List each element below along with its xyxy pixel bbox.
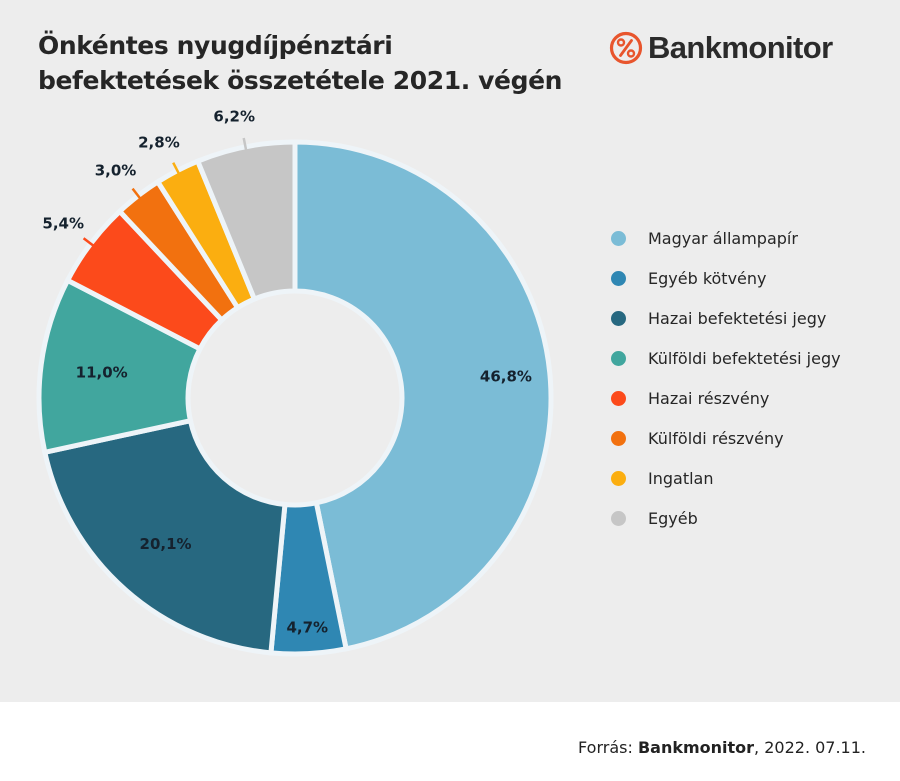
slice-label-egyeb: 6,2% bbox=[213, 107, 255, 125]
chart-panel: Önkéntes nyugdíjpénztári befektetések ös… bbox=[0, 0, 900, 702]
source-date: , 2022. 07.11. bbox=[754, 738, 866, 757]
slice-label-magyar-allampapir: 46,8% bbox=[480, 368, 532, 386]
slice-egyeb bbox=[194, 139, 298, 303]
legend-label: Egyéb kötvény bbox=[648, 268, 767, 288]
legend-label: Külföldi részvény bbox=[648, 428, 784, 448]
legend-item-kulfoldi-befektetesi-jegy: Külföldi befektetési jegy bbox=[611, 338, 841, 378]
slice-hazai-befektetesi-jegy bbox=[41, 417, 288, 656]
legend-item-kulfoldi-reszveny: Külföldi részvény bbox=[611, 418, 841, 458]
label-tick bbox=[172, 162, 180, 174]
slice-magyar-allampapir bbox=[292, 139, 554, 652]
brand-logo: Bankmonitor bbox=[609, 28, 833, 68]
legend-item-egyeb-kotveny: Egyéb kötvény bbox=[611, 258, 841, 298]
label-tick bbox=[242, 137, 248, 151]
legend-item-hazai-befektetesi-jegy: Hazai befektetési jegy bbox=[611, 298, 841, 338]
source-footer: Forrás: Bankmonitor, 2022. 07.11. bbox=[578, 738, 866, 757]
legend-dot-icon bbox=[611, 230, 626, 246]
label-tick bbox=[82, 237, 94, 247]
slice-label-hazai-reszveny: 5,4% bbox=[42, 214, 84, 232]
legend-label: Magyar állampapír bbox=[648, 228, 798, 248]
source-name: Bankmonitor bbox=[637, 738, 755, 757]
brand-name: Bankmonitor bbox=[648, 30, 833, 65]
chart-legend: Magyar állampapír Egyéb kötvény Hazai befe… bbox=[611, 218, 841, 538]
slice-label-kulfoldi-befektetesi-jegy: 11,0% bbox=[76, 363, 128, 381]
legend-dot-icon bbox=[611, 510, 626, 526]
label-tick bbox=[131, 187, 141, 199]
percent-circle-icon bbox=[609, 31, 643, 65]
legend-item-ingatlan: Ingatlan bbox=[611, 458, 841, 498]
slice-label-egyeb-kotveny: 4,7% bbox=[286, 619, 328, 637]
legend-dot-icon bbox=[611, 430, 626, 446]
source-prefix: Forrás: bbox=[578, 738, 638, 757]
legend-item-hazai-reszveny: Hazai részvény bbox=[611, 378, 841, 418]
legend-dot-icon bbox=[611, 350, 626, 366]
legend-dot-icon bbox=[611, 470, 626, 486]
legend-item-magyar-allampapir: Magyar állampapír bbox=[611, 218, 841, 258]
slice-label-kulfoldi-reszveny: 3,0% bbox=[95, 161, 137, 179]
slice-kulfoldi-befektetesi-jegy bbox=[36, 276, 204, 456]
legend-dot-icon bbox=[611, 310, 626, 326]
legend-item-egyeb: Egyéb bbox=[611, 498, 841, 538]
chart-title: Önkéntes nyugdíjpénztári befektetések ös… bbox=[38, 28, 598, 98]
slice-label-ingatlan: 2,8% bbox=[138, 134, 180, 152]
chart-title-line-2: befektetések összetétele 2021. végén bbox=[38, 66, 563, 95]
chart-title-line-1: Önkéntes nyugdíjpénztári bbox=[38, 31, 393, 60]
legend-label: Külföldi befektetési jegy bbox=[648, 348, 841, 368]
legend-label: Hazai részvény bbox=[648, 388, 770, 408]
donut-chart: 46,8% 4,7% 20,1% 11,0% 5,4% 3,0%2,8% 6,2% bbox=[36, 107, 554, 657]
legend-dot-icon bbox=[611, 270, 626, 286]
legend-label: Ingatlan bbox=[648, 468, 714, 488]
slice-label-hazai-befektetesi-jegy: 20,1% bbox=[140, 535, 192, 553]
legend-label: Egyéb bbox=[648, 508, 698, 528]
legend-dot-icon bbox=[611, 390, 626, 406]
legend-label: Hazai befektetési jegy bbox=[648, 308, 827, 328]
